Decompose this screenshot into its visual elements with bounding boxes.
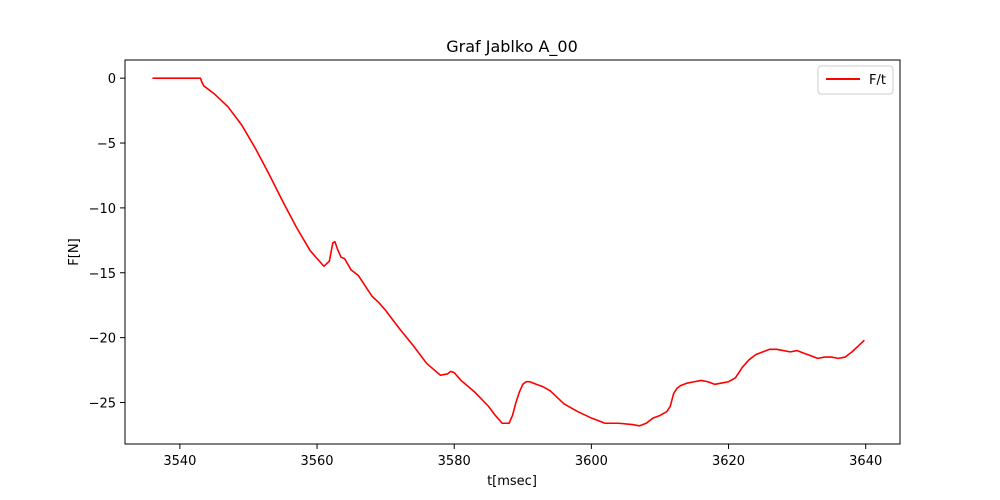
y-tick-label: 0 bbox=[108, 72, 116, 87]
x-tick-label: 3640 bbox=[849, 454, 882, 469]
y-tick-label: −20 bbox=[89, 332, 116, 347]
x-tick-label: 3620 bbox=[712, 454, 745, 469]
x-tick-label: 3560 bbox=[300, 454, 333, 469]
x-tick-label: 3600 bbox=[575, 454, 608, 469]
y-axis: 0 −5 −10 −15 −20 −25 bbox=[89, 72, 125, 411]
x-tick-label: 3540 bbox=[163, 454, 196, 469]
axes-frame bbox=[124, 59, 901, 445]
y-tick-label: −25 bbox=[89, 396, 116, 411]
y-tick-label: −10 bbox=[89, 202, 116, 217]
legend-label: F/t bbox=[869, 73, 886, 88]
plot-area bbox=[152, 77, 865, 427]
chart-title: Graf Jablko A_00 bbox=[446, 37, 578, 57]
legend: F/t bbox=[817, 65, 894, 95]
y-tick-label: −5 bbox=[97, 137, 116, 152]
x-axis-label: t[msec] bbox=[487, 474, 537, 489]
y-axis-label: F[N] bbox=[67, 238, 82, 265]
series-line-0 bbox=[152, 77, 865, 427]
x-tick-label: 3580 bbox=[438, 454, 471, 469]
y-tick-label: −15 bbox=[89, 267, 116, 282]
x-axis: 3540 3560 3580 3600 3620 3640 bbox=[163, 444, 882, 469]
